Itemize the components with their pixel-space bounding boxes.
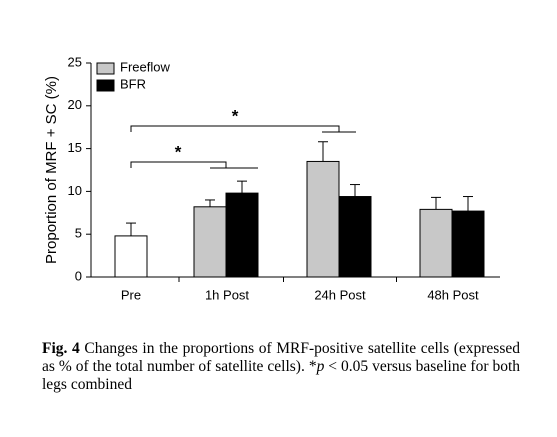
legend-label: BFR [120, 76, 146, 91]
chart: Proportion of MRF + SC (%) 0 5 10 15 20 25 Pre… [43, 54, 500, 302]
x-tick-label: 48h Post [427, 287, 479, 302]
legend-swatch [96, 62, 115, 75]
y-tick-label: 5 [75, 226, 82, 241]
y-tick-label: 10 [68, 183, 82, 198]
x-tick-label: Pre [121, 287, 141, 302]
significance-bracket [130, 161, 258, 169]
y-tick-label: 20 [68, 97, 82, 112]
bar [225, 192, 259, 278]
bar [338, 196, 372, 278]
caption: Fig. 4 Changes in the proportions of MRF… [42, 340, 520, 394]
significance-bracket [130, 125, 356, 133]
x-tick-label: 24h Post [314, 287, 366, 302]
bar [114, 235, 148, 278]
y-tick-label: 0 [75, 268, 82, 283]
x-tick-label: 1h Post [205, 287, 249, 302]
legend-swatch [96, 79, 115, 92]
bar [193, 206, 227, 278]
caption-italic: p [316, 358, 325, 375]
bar [451, 210, 485, 278]
annotation: * [175, 142, 182, 161]
bar [306, 160, 340, 278]
y-axis-label: Proportion of MRF + SC (%) [43, 76, 60, 264]
y-tick-label: 15 [68, 140, 82, 155]
legend-label: Freeflow [120, 59, 170, 74]
bar [419, 208, 453, 278]
caption-label: Fig. 4 [42, 340, 80, 357]
y-tick-label: 25 [68, 54, 82, 69]
caption-rest: < 0.05 versus baseline for both legs com… [42, 358, 521, 393]
caption-text: Changes in the proportions of MRF-positi… [42, 340, 520, 375]
annotation: * [232, 106, 239, 125]
